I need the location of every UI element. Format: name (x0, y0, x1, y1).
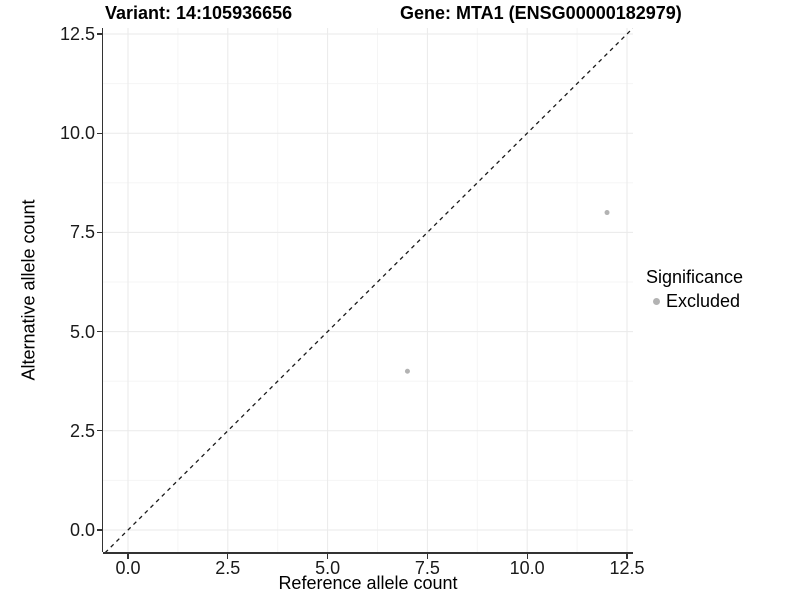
y-tick-mark (96, 529, 102, 531)
x-tick-mark (526, 553, 528, 559)
y-tick-label: 5.0 (69, 321, 95, 342)
x-tick-mark (426, 553, 429, 559)
x-tick-mark (326, 553, 329, 559)
y-axis-title: Alternative allele count (18, 199, 39, 381)
y-tick-label: 7.5 (69, 222, 95, 243)
plot-panel (103, 28, 633, 552)
x-tick-mark (626, 553, 628, 559)
x-axis-line (103, 552, 633, 554)
y-tick-mark (96, 430, 102, 432)
plot-canvas (103, 28, 633, 552)
y-tick-mark (96, 231, 102, 234)
data-point (604, 210, 610, 216)
y-axis-line (101, 28, 103, 552)
x-tick-label: 2.5 (215, 558, 241, 578)
legend-title: Significance (646, 267, 744, 287)
legend-item-label: Excluded (666, 291, 741, 311)
legend: Significance Excluded (646, 267, 743, 312)
y-tick-label: 10.0 (59, 123, 95, 144)
x-tick-mark (127, 553, 129, 559)
y-tick-label: 12.5 (59, 24, 95, 44)
y-tick-mark (96, 132, 102, 134)
plot-title-variant: Variant: 14:105936656 (105, 3, 293, 23)
y-tick-mark (96, 330, 102, 333)
legend-key-dot (653, 298, 660, 305)
data-point (404, 368, 410, 374)
x-tick-label: 12.5 (609, 558, 645, 578)
y-tick-label: 2.5 (69, 420, 95, 441)
y-tick-label: 0.0 (69, 520, 95, 540)
x-tick-mark (227, 553, 229, 559)
x-tick-label: 10.0 (509, 558, 545, 578)
identity-dashed-line (104, 28, 633, 552)
x-tick-label: 0.0 (115, 558, 141, 578)
legend-item-excluded: Excluded (646, 291, 743, 312)
x-tick-label: 7.5 (414, 558, 440, 578)
x-tick-label: 5.0 (315, 558, 341, 578)
y-tick-mark (96, 33, 102, 35)
x-axis-title: Reference allele count (278, 573, 458, 593)
plot-title-gene: Gene: MTA1 (ENSG00000182979) (400, 3, 682, 23)
